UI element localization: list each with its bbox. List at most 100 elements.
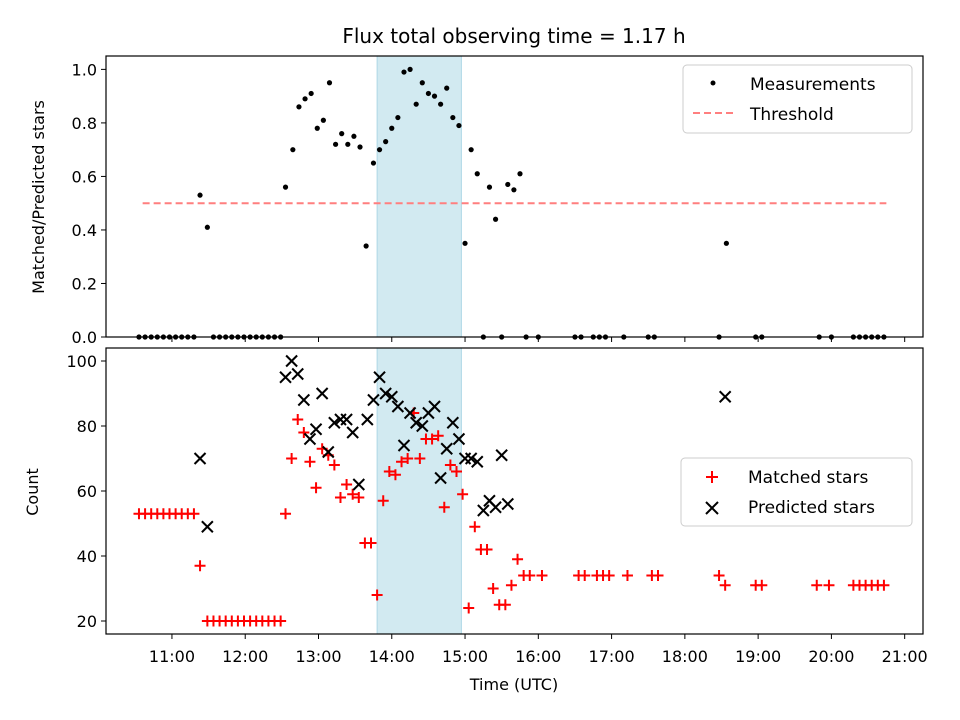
measurement-point	[723, 240, 729, 246]
predicted-star-point	[477, 504, 490, 517]
x-axis-label: Time (UTC)	[469, 675, 558, 694]
matched-star-point	[396, 456, 408, 468]
y-tick-label: 0.4	[72, 221, 97, 240]
bottom-legend: Matched stars Predicted stars	[680, 457, 913, 527]
measurement-point	[395, 114, 401, 121]
matched-star-point	[481, 544, 493, 555]
matched-star-point	[487, 583, 499, 594]
matched-star-point	[524, 570, 536, 581]
measurement-point	[332, 141, 339, 147]
legend-predicted-marker	[705, 501, 719, 515]
matched-star-point	[579, 570, 591, 581]
matched-star-point	[389, 469, 401, 481]
top-y-ticks: 0.0 0.2 0.4 0.6 0.8 1.0	[72, 60, 106, 347]
measurement-point	[438, 101, 444, 107]
x-tick-label: 12:00	[222, 647, 268, 666]
predicted-star-point	[193, 452, 207, 465]
measurement-point	[290, 147, 296, 153]
predicted-star-point	[428, 400, 441, 413]
predicted-star-point	[279, 371, 292, 384]
predicted-star-point	[434, 471, 447, 485]
measurement-point	[407, 66, 413, 72]
measurement-point	[419, 80, 425, 86]
predicted-star-point	[452, 432, 466, 446]
measurement-point	[376, 147, 383, 153]
x-tick-label: 13:00	[295, 647, 341, 666]
y-tick-label: 1.0	[72, 60, 97, 79]
predicted-star-point	[352, 478, 366, 491]
matched-star-point	[341, 479, 353, 490]
x-tick-label: 11:00	[149, 647, 195, 666]
measurement-point	[282, 184, 289, 190]
matched-star-point	[426, 433, 438, 445]
predicted-star-point	[346, 426, 359, 439]
matched-star-point	[310, 482, 322, 494]
predicted-star-point	[315, 387, 329, 400]
matched-star-point	[286, 453, 298, 464]
bottom-legend-box	[680, 457, 913, 527]
measurement-point	[492, 216, 499, 222]
observing-window-highlight-bottom	[376, 347, 462, 635]
matched-star-point	[194, 560, 206, 572]
matched-star-point	[823, 579, 835, 591]
matched-star-point	[878, 579, 890, 591]
y-tick-label: 0.0	[72, 328, 97, 347]
matched-star-point	[756, 579, 768, 591]
x-tick-label: 14:00	[369, 647, 415, 666]
predicted-star-point	[201, 520, 214, 533]
matched-star-point	[383, 466, 395, 477]
predicted-star-point	[361, 413, 374, 426]
measurement-point	[517, 171, 523, 177]
measurement-point	[302, 96, 308, 102]
predicted-star-point	[471, 455, 484, 468]
predicted-star-point	[416, 419, 429, 433]
y-tick-label: 80	[77, 417, 97, 436]
measurement-point	[474, 171, 480, 177]
predicted-star-point	[440, 442, 453, 455]
matched-stars-points	[133, 407, 890, 627]
predicted-star-point	[340, 413, 353, 426]
matched-star-point	[463, 602, 475, 614]
matched-star-point	[334, 492, 346, 503]
measurement-point	[204, 224, 210, 230]
x-tick-label: 18:00	[662, 647, 708, 666]
matched-star-point	[512, 553, 524, 565]
bottom-x-ticks: 11:00 12:00 13:00 14:00 15:00 16:00 17:00 18:00…	[149, 634, 928, 666]
highlight-span	[376, 347, 462, 635]
predicted-star-point	[328, 416, 341, 429]
predicted-star-point	[495, 449, 508, 462]
matched-star-point	[275, 615, 287, 627]
matched-star-point	[719, 579, 731, 591]
matched-star-point	[713, 570, 725, 581]
matched-star-point	[621, 570, 633, 581]
matched-star-point	[188, 508, 200, 520]
measurement-point	[505, 181, 511, 188]
measurement-point	[345, 141, 351, 147]
legend-matched-marker	[706, 471, 718, 483]
measurement-point	[456, 122, 462, 129]
legend-measurements-marker	[710, 80, 716, 86]
y-tick-label: 60	[77, 482, 97, 501]
bottom-y-axis-label: Count	[23, 468, 42, 516]
matched-star-point	[444, 459, 456, 471]
measurement-point	[296, 104, 302, 110]
measurement-point	[431, 93, 438, 99]
predicted-star-point	[501, 497, 514, 511]
matched-star-point	[536, 570, 548, 581]
x-tick-label: 20:00	[808, 647, 854, 666]
predicted-star-point	[379, 387, 392, 400]
measurement-point	[351, 133, 357, 139]
legend-threshold-label: Threshold	[749, 105, 834, 125]
measurement-point	[425, 90, 432, 97]
bottom-panel: 20 40 60 80 100 11:00 12:00 13:00 14:00 15:00 16:…	[23, 347, 928, 694]
matched-star-point	[432, 430, 444, 442]
measurement-point	[308, 90, 314, 97]
measurement-point	[320, 117, 326, 123]
matched-star-point	[377, 495, 389, 507]
matched-star-point	[347, 488, 359, 500]
predicted-star-point	[397, 439, 411, 452]
predicted-star-point	[303, 432, 317, 446]
y-tick-label: 100	[66, 352, 97, 371]
top-x-ticks	[171, 337, 906, 342]
